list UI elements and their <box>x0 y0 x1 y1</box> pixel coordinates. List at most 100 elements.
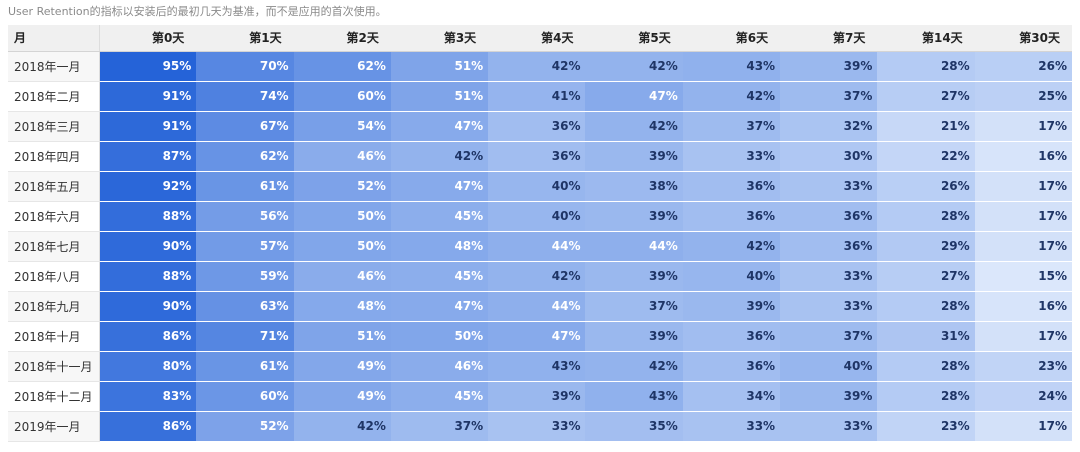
table-row: 2018年十二月 83% 60% 49% 45% 39% 43% 34% 39% 28% 24% <box>8 381 1072 412</box>
retention-cell: 50% <box>293 231 391 262</box>
retention-cell: 34% <box>682 381 781 412</box>
retention-cell: 36% <box>488 111 586 142</box>
retention-cell: 47% <box>390 171 489 202</box>
column-header: 第4天 <box>488 25 586 52</box>
table-row: 2018年九月 90% 63% 48% 47% 44% 37% 39% 33% 28% 16% <box>8 291 1072 322</box>
retention-cell: 16% <box>974 291 1072 322</box>
retention-cell: 17% <box>974 411 1072 442</box>
retention-cell: 87% <box>99 141 197 172</box>
retention-cell: 42% <box>585 351 683 382</box>
retention-cell: 36% <box>488 141 586 172</box>
retention-cell: 42% <box>585 111 683 142</box>
retention-cell: 62% <box>293 51 391 82</box>
retention-cell: 33% <box>780 291 878 322</box>
table-row: 2018年八月 88% 59% 46% 45% 42% 39% 40% 33% 27% 15% <box>8 261 1072 292</box>
retention-cell: 33% <box>780 411 878 442</box>
retention-cell: 90% <box>99 291 197 322</box>
retention-cell: 86% <box>99 321 197 352</box>
retention-cell: 46% <box>293 141 391 172</box>
retention-cell: 40% <box>780 351 878 382</box>
retention-cell: 46% <box>390 351 489 382</box>
retention-cell: 88% <box>99 201 197 232</box>
retention-cell: 42% <box>682 231 781 262</box>
table-row: 2018年七月 90% 57% 50% 48% 44% 44% 42% 36% 29% 17% <box>8 231 1072 262</box>
table-row: 2019年一月 86% 52% 42% 37% 33% 35% 33% 33% 23% 17% <box>8 411 1072 442</box>
retention-cell: 25% <box>974 81 1072 112</box>
retention-cell: 42% <box>488 261 586 292</box>
retention-cell: 39% <box>780 51 878 82</box>
retention-cell: 36% <box>682 171 781 202</box>
row-label: 2018年十一月 <box>8 351 100 382</box>
retention-cell: 88% <box>99 261 197 292</box>
retention-cell: 86% <box>99 411 197 442</box>
retention-cell: 23% <box>877 411 975 442</box>
table-row: 2018年六月 88% 56% 50% 45% 40% 39% 36% 36% 28% 17% <box>8 201 1072 232</box>
retention-cell: 49% <box>293 351 391 382</box>
retention-cell: 48% <box>390 231 489 262</box>
retention-cell: 36% <box>780 231 878 262</box>
retention-cell: 33% <box>682 411 781 442</box>
row-label: 2018年二月 <box>8 81 100 112</box>
retention-cell: 17% <box>974 321 1072 352</box>
retention-cell: 67% <box>196 111 294 142</box>
retention-cell: 37% <box>390 411 489 442</box>
retention-cell: 26% <box>974 51 1072 82</box>
retention-table: 月第0天 第1天 第2天 第3天 第4天 第5天 第6天 第7天 第14天 第30天 2018年一… <box>8 25 1072 442</box>
retention-cell: 40% <box>488 201 586 232</box>
retention-cell: 29% <box>877 231 975 262</box>
retention-cell: 47% <box>390 111 489 142</box>
retention-cell: 36% <box>682 321 781 352</box>
retention-cell: 22% <box>877 141 975 172</box>
retention-cell: 17% <box>974 201 1072 232</box>
retention-cell: 42% <box>585 51 683 82</box>
retention-cell: 40% <box>682 261 781 292</box>
retention-cell: 46% <box>293 261 391 292</box>
retention-cell: 51% <box>390 81 489 112</box>
retention-cell: 17% <box>974 231 1072 262</box>
retention-cell: 27% <box>877 261 975 292</box>
chart-caption: User Retention的指标以安装后的最初几天为基准，而不是应用的首次使用… <box>8 5 387 18</box>
retention-cell: 95% <box>99 51 197 82</box>
retention-cell: 43% <box>488 351 586 382</box>
column-header: 第1天 <box>196 25 294 52</box>
retention-cell: 42% <box>390 141 489 172</box>
retention-cell: 28% <box>877 351 975 382</box>
row-label: 2018年一月 <box>8 51 100 82</box>
retention-cell: 21% <box>877 111 975 142</box>
retention-cell: 44% <box>488 231 586 262</box>
retention-cell: 28% <box>877 291 975 322</box>
retention-cell: 44% <box>585 231 683 262</box>
retention-cell: 50% <box>293 201 391 232</box>
row-label: 2018年七月 <box>8 231 100 262</box>
column-header: 第30天 <box>974 25 1072 52</box>
retention-cell: 30% <box>780 141 878 172</box>
retention-cell: 54% <box>293 111 391 142</box>
row-label: 2018年八月 <box>8 261 100 292</box>
retention-cell: 39% <box>488 381 586 412</box>
retention-cell: 47% <box>488 321 586 352</box>
retention-cell: 28% <box>877 381 975 412</box>
header-row: 月第0天 第1天 第2天 第3天 第4天 第5天 第6天 第7天 第14天 第30天 <box>8 25 1072 52</box>
retention-cell: 50% <box>390 321 489 352</box>
retention-cell: 39% <box>585 141 683 172</box>
retention-cell: 44% <box>488 291 586 322</box>
column-header: 第3天 <box>390 25 489 52</box>
retention-cell: 35% <box>585 411 683 442</box>
row-label: 2018年五月 <box>8 171 100 202</box>
retention-cell: 26% <box>877 171 975 202</box>
retention-cell: 17% <box>974 111 1072 142</box>
row-label: 2018年四月 <box>8 141 100 172</box>
column-header-month: 月 <box>8 25 100 52</box>
row-label: 2019年一月 <box>8 411 100 442</box>
retention-cell: 41% <box>488 81 586 112</box>
row-label: 2018年九月 <box>8 291 100 322</box>
retention-cell: 36% <box>682 201 781 232</box>
table-row: 2018年四月 87% 62% 46% 42% 36% 39% 33% 30% 22% 16% <box>8 141 1072 172</box>
retention-cell: 90% <box>99 231 197 262</box>
table-row: 2018年二月 91% 74% 60% 51% 41% 47% 42% 37% 27% 25% <box>8 81 1072 112</box>
retention-cell: 42% <box>682 81 781 112</box>
retention-cell: 71% <box>196 321 294 352</box>
column-header: 第7天 <box>780 25 878 52</box>
column-header: 第2天 <box>293 25 391 52</box>
retention-cell: 63% <box>196 291 294 322</box>
